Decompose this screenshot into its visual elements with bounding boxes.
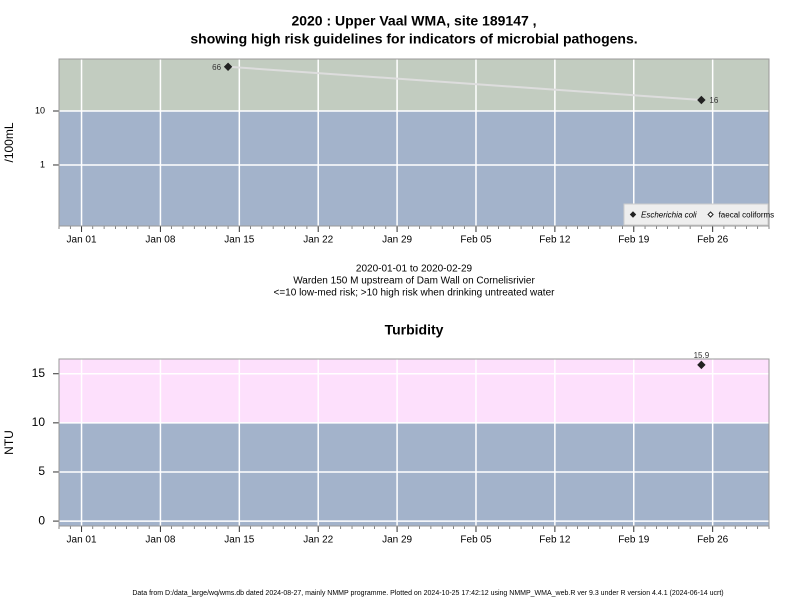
legend-label: faecal coliforms: [719, 211, 775, 220]
x-tick-label: Feb 05: [460, 535, 492, 546]
x-tick-label: Feb 12: [539, 235, 571, 246]
x-tick-label: Feb 19: [618, 535, 650, 546]
data-label: 16: [709, 96, 718, 105]
y-tick-label: 0: [38, 513, 45, 527]
y-axis-label: NTU: [2, 430, 16, 455]
y-tick-label: 5: [38, 464, 45, 478]
x-tick-label: Jan 22: [303, 235, 333, 246]
y-axis-label: /100mL: [2, 122, 16, 162]
high-risk-band: [59, 359, 769, 423]
x-tick-label: Jan 01: [67, 535, 97, 546]
data-label: 15.9: [694, 351, 710, 360]
chart-title: 2020 : Upper Vaal WMA, site 189147 ,: [291, 13, 536, 29]
plot-border: [58, 358, 770, 527]
low-risk-band: [59, 422, 769, 526]
x-tick-label: Feb 05: [460, 235, 492, 246]
plot-border: [58, 58, 770, 227]
y-tick-label: 10: [32, 415, 46, 429]
chart-title: showing high risk guidelines for indicat…: [190, 31, 637, 47]
x-tick-label: Feb 26: [697, 235, 729, 246]
legend-marker: [629, 211, 637, 218]
data-label: 66: [212, 63, 221, 72]
x-tick-label: Feb 26: [697, 535, 729, 546]
caption: Warden 150 M upstream of Dam Wall on Cor…: [293, 276, 535, 287]
x-tick-label: Feb 12: [539, 535, 571, 546]
x-tick-label: Jan 01: [67, 235, 97, 246]
data-point: [697, 360, 706, 370]
x-tick-label: Jan 08: [145, 235, 175, 246]
y-tick-label: 1: [40, 159, 45, 169]
high-risk-band: [59, 59, 769, 112]
caption: <=10 low-med risk; >10 high risk when dr…: [274, 288, 556, 299]
y-tick-label: 15: [32, 366, 46, 380]
chart-title: Turbidity: [385, 322, 444, 338]
x-tick-label: Jan 29: [382, 535, 412, 546]
x-tick-label: Feb 19: [618, 235, 650, 246]
legend-box: [623, 203, 769, 226]
data-point: [223, 62, 233, 71]
x-tick-label: Jan 15: [224, 535, 254, 546]
legend-label: Escherichia coli: [641, 211, 697, 220]
x-tick-label: Jan 08: [145, 535, 175, 546]
x-tick-label: Jan 29: [382, 235, 412, 246]
data-point: [697, 95, 706, 105]
x-tick-label: Jan 22: [303, 535, 333, 546]
caption: 2020-01-01 to 2020-02-29: [356, 264, 473, 275]
x-tick-label: Jan 15: [224, 235, 254, 246]
y-tick-label: 10: [35, 105, 45, 115]
legend-marker: [707, 211, 714, 218]
series-line: [227, 65, 702, 101]
footer: Data from D:/data_large/wq/wms.db dated …: [132, 590, 723, 597]
